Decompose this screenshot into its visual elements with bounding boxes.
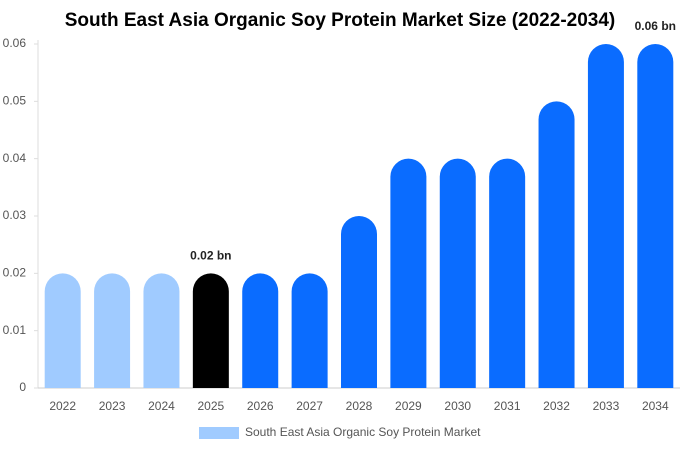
legend-swatch xyxy=(199,427,239,439)
x-tick-label: 2030 xyxy=(444,399,471,413)
y-tick-label: 0.04 xyxy=(3,151,27,165)
x-tick-label: 2029 xyxy=(395,399,422,413)
y-tick-label: 0 xyxy=(19,380,26,394)
bar xyxy=(538,101,575,388)
x-tick-label: 2025 xyxy=(197,399,224,413)
bar xyxy=(489,158,526,388)
x-tick-label: 2028 xyxy=(346,399,373,413)
bar xyxy=(44,273,81,388)
bar xyxy=(242,273,279,388)
x-tick-label: 2024 xyxy=(148,399,175,413)
bar xyxy=(439,158,476,388)
bar xyxy=(94,273,131,388)
x-tick-label: 2032 xyxy=(543,399,570,413)
value-label: 0.02 bn xyxy=(190,249,231,263)
value-label: 0.06 bn xyxy=(635,19,676,33)
bar xyxy=(390,158,427,388)
x-tick-label: 2022 xyxy=(49,399,76,413)
bar xyxy=(341,216,377,388)
y-tick-label: 0.06 xyxy=(3,36,27,50)
bar xyxy=(192,273,229,388)
x-tick-label: 2034 xyxy=(642,399,669,413)
y-tick-label: 0.02 xyxy=(3,266,27,280)
chart-title: South East Asia Organic Soy Protein Mark… xyxy=(65,10,616,31)
x-tick-label: 2026 xyxy=(247,399,274,413)
bar xyxy=(637,44,674,388)
y-tick-label: 0.05 xyxy=(3,94,27,108)
legend-label: South East Asia Organic Soy Protein Mark… xyxy=(245,425,481,439)
bar xyxy=(291,273,328,388)
x-tick-label: 2027 xyxy=(296,399,323,413)
bar xyxy=(587,44,624,388)
y-tick-label: 0.03 xyxy=(3,208,27,222)
bar xyxy=(143,273,180,388)
x-tick-label: 2031 xyxy=(494,399,521,413)
x-tick-label: 2033 xyxy=(593,399,620,413)
y-tick-label: 0.01 xyxy=(3,323,27,337)
x-tick-label: 2023 xyxy=(99,399,126,413)
